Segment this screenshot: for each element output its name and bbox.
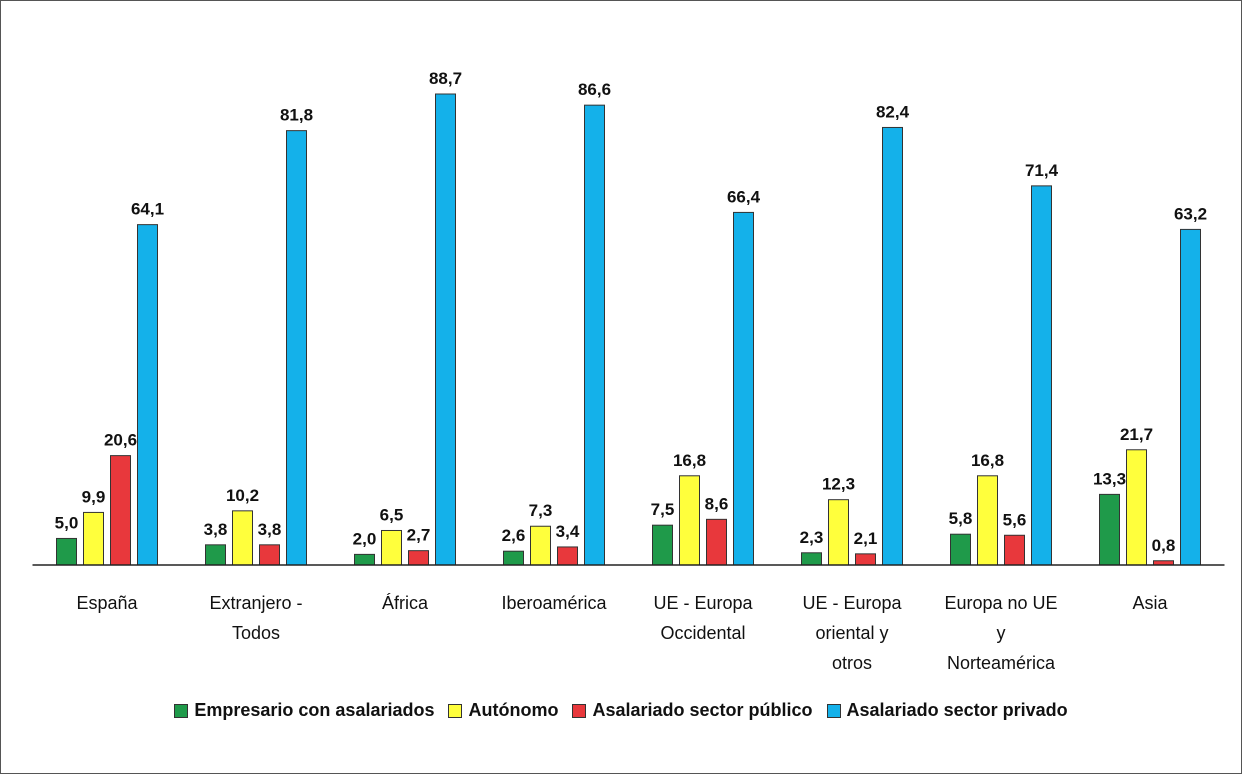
value-label: 9,9: [82, 487, 106, 506]
value-label: 82,4: [876, 102, 910, 121]
value-label: 71,4: [1025, 161, 1059, 180]
value-label: 8,6: [705, 494, 729, 513]
bar: [137, 224, 158, 566]
value-label: 16,8: [673, 451, 706, 470]
bar: [1099, 493, 1120, 566]
value-label: 2,6: [502, 526, 526, 545]
bar: [855, 553, 876, 566]
value-label: 7,5: [651, 500, 675, 519]
value-label: 5,8: [949, 509, 973, 528]
value-label: 2,1: [854, 529, 878, 548]
legend-label: Autónomo: [468, 700, 559, 720]
value-label: 10,2: [226, 486, 259, 505]
value-label: 3,8: [204, 520, 228, 539]
value-label: 64,1: [131, 200, 164, 219]
value-label: 63,2: [1174, 204, 1207, 223]
bar: [286, 130, 307, 566]
value-label: 3,4: [556, 522, 580, 541]
legend-swatch: [572, 703, 587, 718]
bar: [557, 546, 578, 566]
bar: [679, 475, 700, 566]
legend-item: Empresario con asalariados: [174, 700, 434, 721]
bar: [733, 211, 754, 566]
legend: Empresario con asalariados Autónomo Asalar…: [0, 700, 1242, 721]
legend-label: Asalariado sector privado: [846, 700, 1068, 720]
bar: [354, 553, 375, 566]
bar: [950, 533, 971, 566]
x-tick-label: UE - Europa oriental y otros: [802, 593, 902, 673]
legend-label: Asalariado sector público: [592, 700, 813, 720]
bar: [503, 550, 524, 566]
value-label: 7,3: [529, 501, 553, 520]
bar: [977, 475, 998, 566]
value-label: 5,6: [1003, 510, 1027, 529]
bar: [259, 544, 280, 566]
bar: [408, 550, 429, 566]
bar: [381, 529, 402, 566]
bar: [652, 524, 673, 566]
legend-item: Autónomo: [448, 700, 558, 721]
x-tick-label: Extranjero - Todos: [209, 593, 303, 643]
legend-item: Asalariado sector público: [572, 700, 813, 721]
legend-item: Asalariado sector privado: [826, 700, 1068, 721]
bar: [1180, 228, 1201, 566]
bar: [828, 499, 849, 566]
x-tick-label: UE - Europa Occidental: [653, 593, 753, 643]
bar: [1031, 185, 1052, 566]
value-label: 20,6: [104, 431, 137, 450]
x-tick-label: Iberoamérica: [501, 593, 607, 613]
value-label: 16,8: [971, 451, 1004, 470]
value-label: 3,8: [258, 520, 282, 539]
bar: [83, 511, 104, 566]
bar: [882, 126, 903, 566]
bar: [435, 93, 456, 566]
value-label: 2,7: [407, 526, 431, 545]
bar: [1126, 449, 1147, 566]
value-label: 13,3: [1093, 469, 1126, 488]
legend-swatch: [826, 703, 841, 718]
bar: [530, 525, 551, 566]
value-label: 2,0: [353, 529, 377, 548]
bar: [56, 537, 77, 566]
value-label: 88,7: [429, 69, 462, 88]
bar: [205, 544, 226, 566]
value-label: 21,7: [1120, 425, 1153, 444]
legend-swatch: [174, 703, 189, 718]
value-label: 12,3: [822, 475, 855, 494]
value-label: 2,3: [800, 528, 824, 547]
x-tick-label: África: [381, 593, 428, 613]
legend-label: Empresario con asalariados: [194, 700, 435, 720]
value-label: 81,8: [280, 106, 313, 125]
value-label: 86,6: [578, 80, 611, 99]
bar: [706, 518, 727, 566]
value-label: 66,4: [727, 187, 761, 206]
legend-swatch: [448, 703, 463, 718]
x-tick-label: Asia: [1132, 593, 1168, 613]
x-tick-label: España: [76, 593, 138, 613]
bar: [801, 552, 822, 566]
bar: [1004, 534, 1025, 566]
value-label: 5,0: [55, 513, 79, 532]
bar: [584, 104, 605, 566]
bar: [110, 455, 131, 566]
value-label: 6,5: [380, 505, 404, 524]
x-tick-label: Europa no UE y Norteamérica: [944, 593, 1058, 673]
value-label: 0,8: [1152, 536, 1176, 555]
bar: [232, 510, 253, 566]
